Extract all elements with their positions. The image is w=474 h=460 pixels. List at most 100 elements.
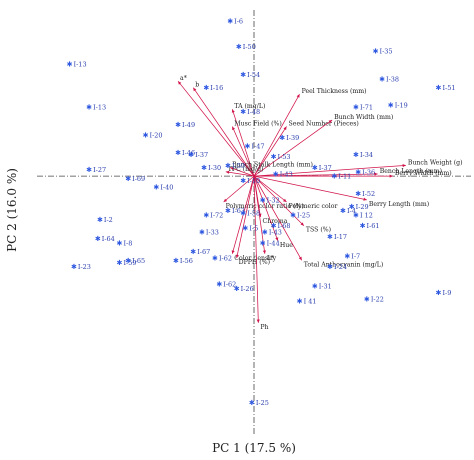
score-marker: ✱ <box>271 222 277 230</box>
score-marker: ✱ <box>344 252 350 260</box>
score-marker: ✱ <box>240 108 246 116</box>
loading-vectors: a* b Peel Thickness (mm) TA (mg/L) Musc Fiel… <box>177 75 463 331</box>
loading-arrowhead <box>193 87 197 92</box>
loading-label: Musc Field (%) <box>234 120 281 127</box>
loading-label: Total Anthocyanin (mg/L) <box>304 261 384 268</box>
score-marker: ✱ <box>373 47 379 55</box>
score-label: I-54 <box>247 71 260 79</box>
score-point: ✱ I-63 <box>225 207 245 215</box>
score-label: I-16 <box>210 84 223 92</box>
loading-vector <box>253 164 406 177</box>
score-marker: ✱ <box>360 222 366 230</box>
score-marker: ✱ <box>353 151 359 159</box>
score-point: ✱ I-54 <box>240 71 260 79</box>
score-marker: ✱ <box>242 224 248 232</box>
score-marker: ✱ <box>297 298 303 306</box>
loading-arrowhead <box>363 197 367 201</box>
score-point: ✱ I-25 <box>249 399 269 407</box>
score-point: ✱ I-62 <box>212 255 232 263</box>
score-marker: ✱ <box>86 104 92 112</box>
score-label: I-37 <box>319 164 332 172</box>
score-marker: ✱ <box>216 280 222 288</box>
score-marker: ✱ <box>143 132 149 140</box>
loading-label: Polymeric color <box>289 203 338 210</box>
loading-label: a* <box>180 75 187 82</box>
score-point: ✱ I-9 <box>436 289 452 297</box>
score-label: I-69 <box>132 175 145 183</box>
score-marker: ✱ <box>203 84 209 92</box>
score-marker: ✱ <box>353 211 359 219</box>
score-marker: ✱ <box>388 101 394 109</box>
score-point: ✱ I-71 <box>353 104 373 112</box>
loading-vector <box>253 175 367 201</box>
score-label: I-20 <box>150 132 163 140</box>
score-point: ✱ I-27 <box>86 166 106 174</box>
score-point: ✱ I-24 <box>327 263 347 271</box>
score-point: ✱ I-5 <box>242 224 258 232</box>
loading-label: Peel Thickness (mm) <box>302 88 367 95</box>
score-point: ✱ I-47 <box>245 142 265 150</box>
score-point: ✱ I-36 <box>355 168 375 176</box>
score-point: ✱ I-29 <box>349 203 369 211</box>
score-label: I-43 <box>269 229 282 237</box>
score-point: ✱ I-8 <box>117 239 133 247</box>
score-marker: ✱ <box>190 248 196 256</box>
score-marker: ✱ <box>234 285 240 293</box>
score-marker: ✱ <box>355 190 361 198</box>
score-point: ✱ I-17 <box>327 233 347 241</box>
score-marker: ✱ <box>227 17 233 25</box>
loading-arrowhead <box>298 256 302 261</box>
score-marker: ✱ <box>71 263 77 271</box>
score-point: ✱ I-4 <box>340 207 356 215</box>
score-point: ✱ I-68 <box>271 222 291 230</box>
score-marker: ✱ <box>95 235 101 243</box>
loading-label: Berry Length (mm) <box>369 201 429 208</box>
score-label: I-38 <box>386 76 399 84</box>
loading-label: Color density <box>234 255 276 262</box>
score-label: I-31 <box>319 283 332 291</box>
score-label: I-2 <box>104 216 113 224</box>
loading-vector <box>223 175 255 203</box>
score-point: ✱ I 12 <box>353 211 373 219</box>
score-label: I-29 <box>356 203 369 211</box>
score-point: ✱ I-11 <box>331 173 351 181</box>
score-point: ✱ I-7 <box>344 252 360 260</box>
score-label: I-26 <box>241 285 254 293</box>
score-label: I-27 <box>93 166 106 174</box>
score-point: ✱ I-37 <box>188 151 208 159</box>
loading-vector <box>253 175 303 261</box>
loading-arrowhead <box>178 81 182 85</box>
score-point: ✱ I-13 <box>67 60 87 68</box>
loading-label: TSS (%) <box>306 227 331 234</box>
score-point: ✱ I 41 <box>297 298 317 306</box>
score-marker: ✱ <box>240 177 246 185</box>
score-label: I-65 <box>132 257 145 265</box>
loading-vector <box>253 175 279 241</box>
score-marker: ✱ <box>260 196 266 204</box>
loading-arrowhead <box>225 170 230 174</box>
score-label: I-11 <box>338 173 351 181</box>
loading-arrowhead <box>283 126 287 131</box>
loading-vector <box>253 176 259 323</box>
loading-label: Berry Width (mm) <box>395 170 452 177</box>
loading-vector <box>253 126 287 177</box>
score-marker: ✱ <box>212 255 218 263</box>
score-marker: ✱ <box>353 104 359 112</box>
score-label: I-49 <box>182 121 195 129</box>
score-label: I-64 <box>102 235 115 243</box>
loading-arrowhead <box>296 94 300 98</box>
score-marker: ✱ <box>331 173 337 181</box>
score-marker: ✱ <box>67 60 73 68</box>
loading-arrowhead <box>256 319 260 323</box>
score-label: I-62 <box>219 255 232 263</box>
score-label: I-35 <box>380 47 393 55</box>
score-point: ✱ I-46 <box>175 149 195 157</box>
score-label: I-72 <box>210 211 223 219</box>
score-point: ✱ I-37 <box>312 164 332 172</box>
loading-arrowhead <box>300 222 304 226</box>
score-point: ✱ I-32 <box>260 196 280 204</box>
score-label: I-34 <box>360 151 373 159</box>
score-label: I-32 <box>267 196 280 204</box>
loading-vector <box>253 93 300 177</box>
